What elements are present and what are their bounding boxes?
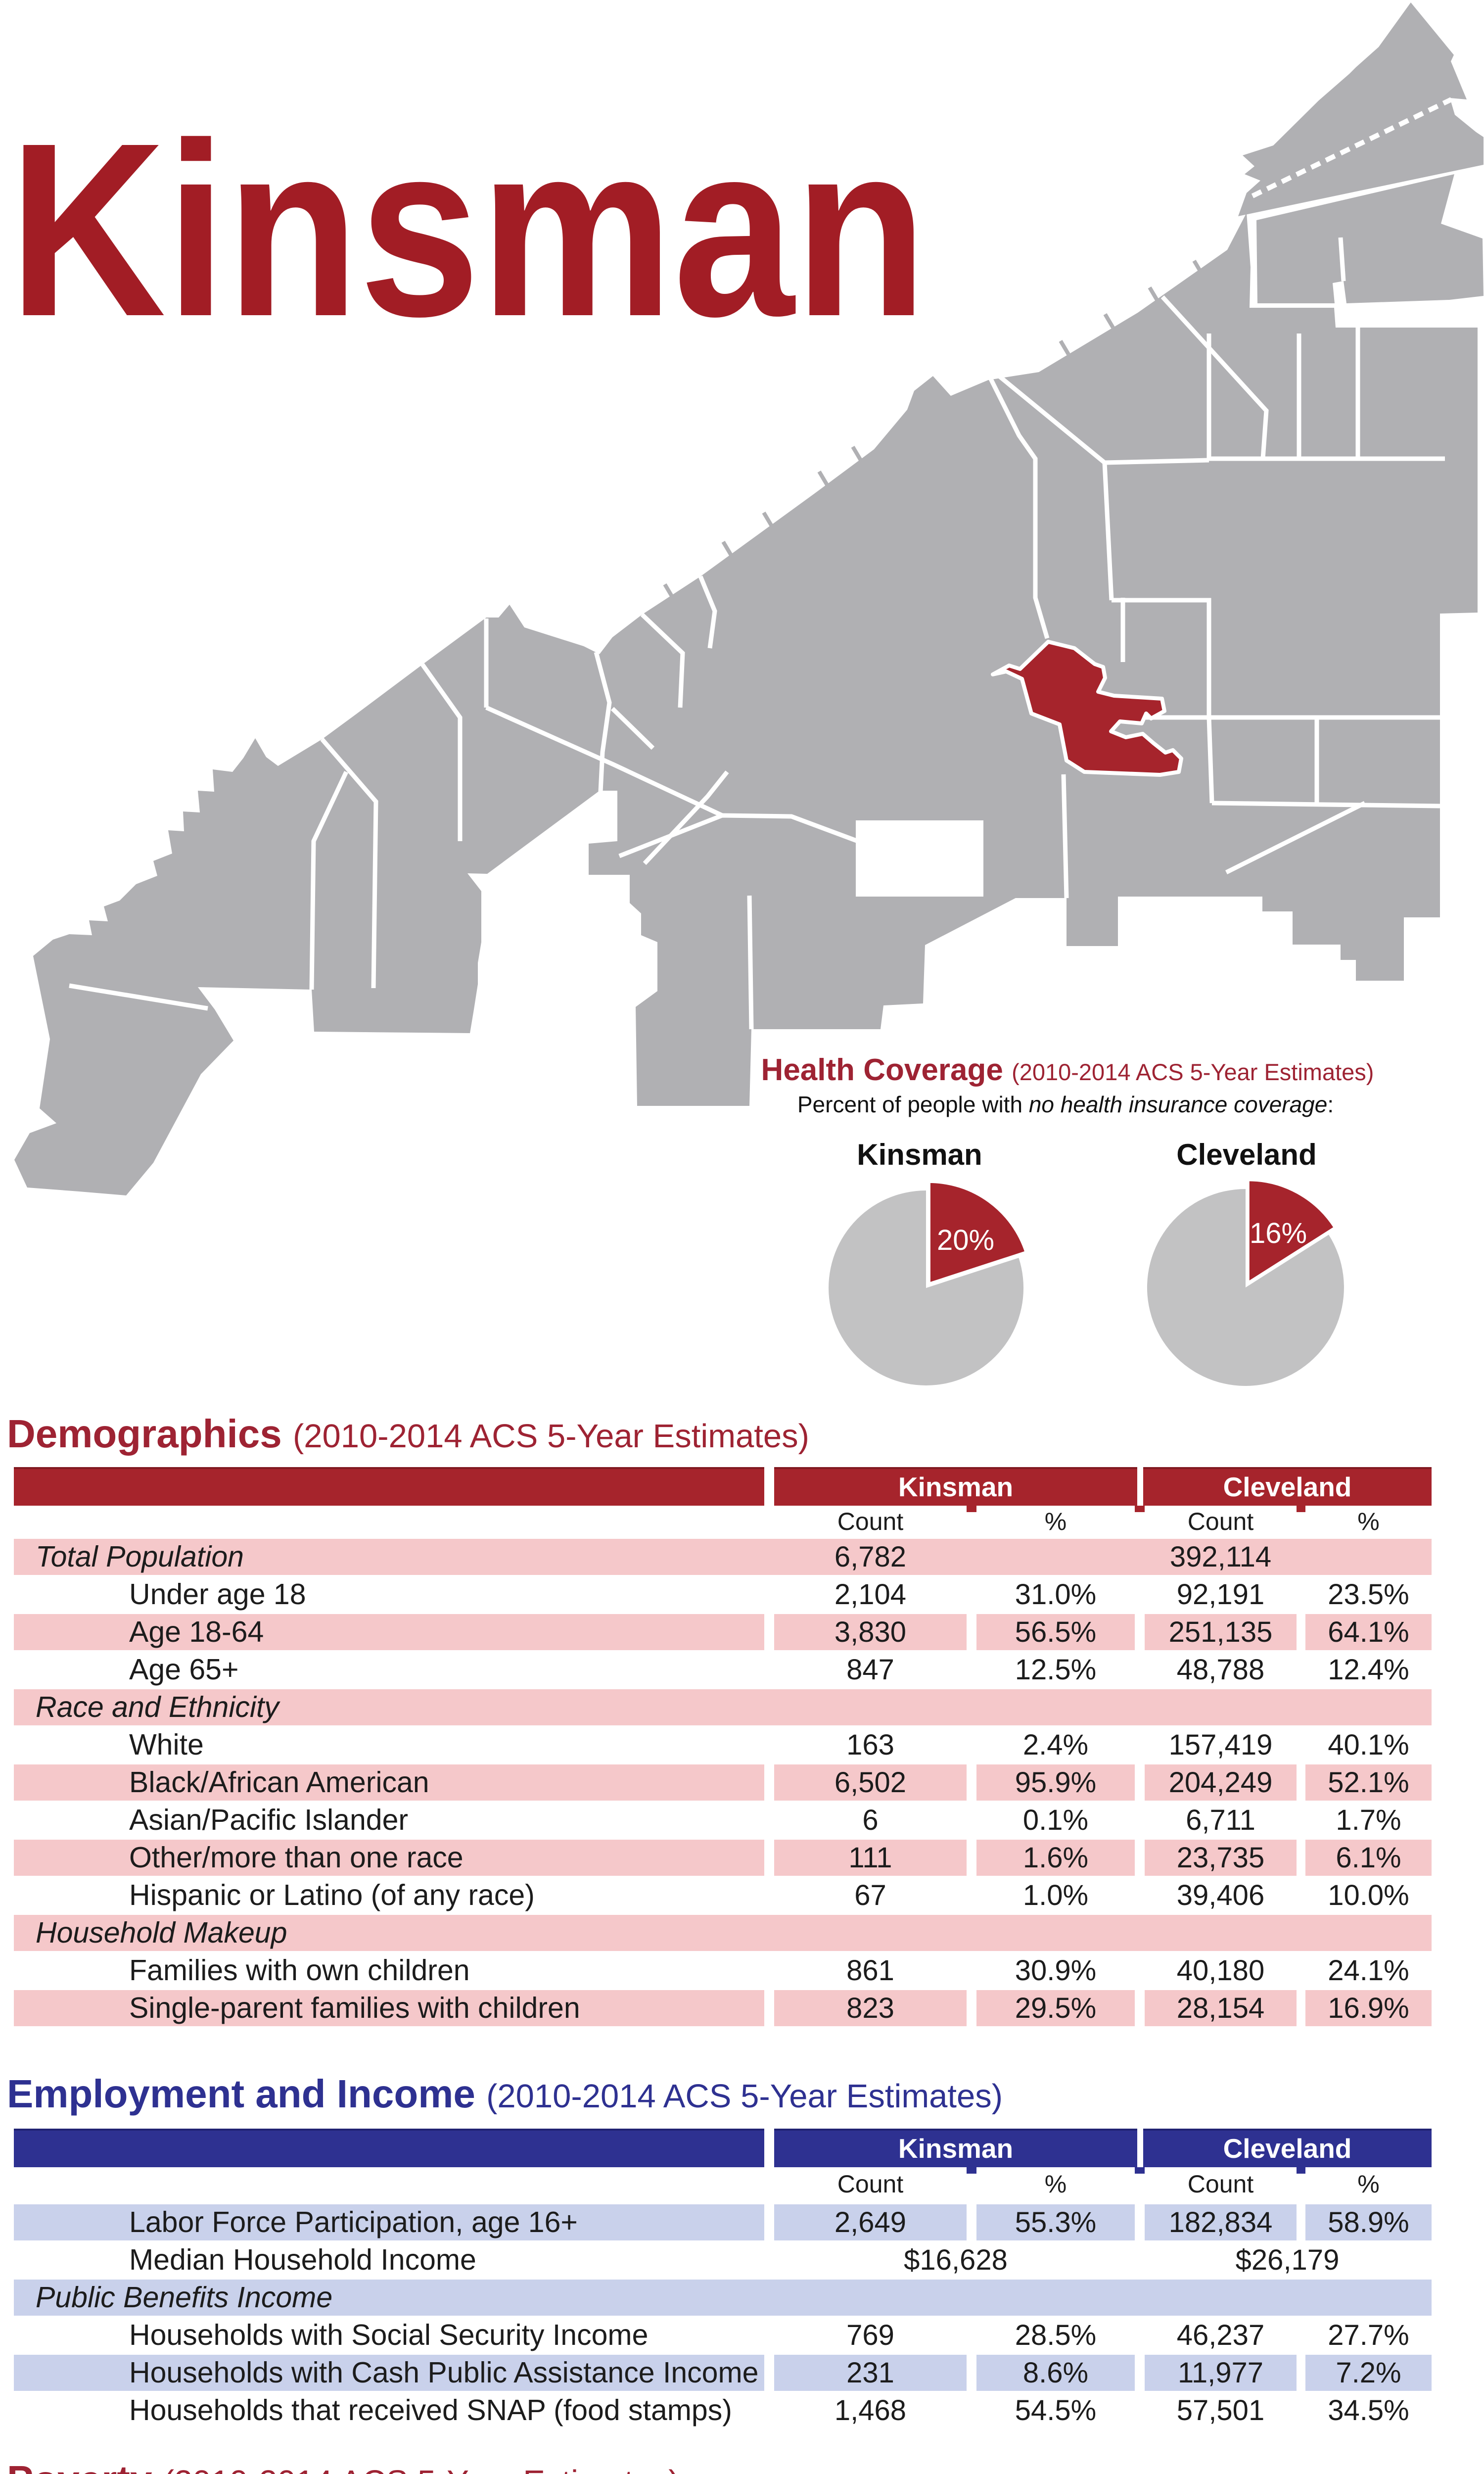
svg-text:16%: 16% — [1250, 1217, 1307, 1249]
svg-text:20%: 20% — [937, 1224, 994, 1256]
